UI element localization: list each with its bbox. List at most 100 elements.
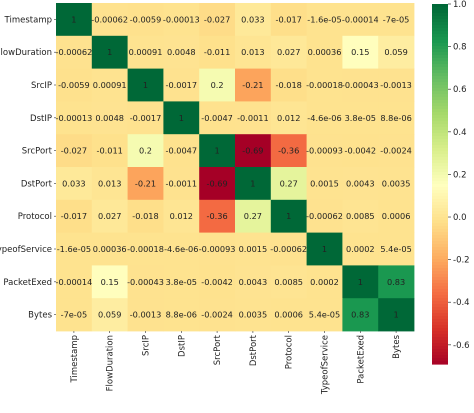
colorbar-segment	[432, 163, 448, 167]
heatmap-cell-dstport-dstport	[235, 167, 272, 201]
colorbar-segment	[432, 211, 448, 215]
heatmap-cell-srcip-protocol	[270, 68, 307, 102]
heatmap-cell-dstport-dstip	[163, 167, 200, 201]
colorbar-segment	[432, 76, 448, 80]
heatmap-cell-timestamp-typeofservice	[306, 3, 343, 37]
heatmap-cell-flowduration-dstip	[163, 35, 200, 69]
heatmap-cell-typeofservice-dstport	[235, 232, 272, 266]
colorbar-segment	[432, 136, 448, 140]
colorbar-segment	[432, 235, 448, 239]
colorbar-segment	[432, 274, 448, 278]
colorbar-tick-label: 1.0	[453, 0, 467, 10]
cell-value-label: 0.0002	[310, 277, 339, 287]
heatmap-cell-flowduration-srcport	[199, 35, 236, 69]
colorbar-segment	[432, 106, 448, 110]
cell-value-label: 0.013	[241, 47, 264, 57]
heatmap-cells: 1 -0.00062 -0.0059 -0.00013 -0.027 0.033 -0.01…	[55, 3, 415, 332]
heatmap-cell-srcip-flowduration	[91, 68, 128, 102]
heatmap-cell-srcip-dstport	[235, 68, 272, 102]
colorbar-segment	[432, 349, 448, 353]
cell-value-label: 0.059	[384, 47, 407, 57]
colorbar-segment	[432, 187, 448, 191]
heatmap-cell-bytes-srcport	[199, 298, 236, 332]
colorbar-tick-label: -0.4	[453, 298, 470, 308]
colorbar-segment	[432, 61, 448, 65]
heatmap-cell-packetexed-protocol	[270, 265, 307, 299]
heatmap-cell-packetexed-typeofservice	[306, 265, 343, 299]
cell-value-label: -0.0059	[58, 80, 90, 90]
colorbar-segment	[432, 103, 448, 107]
heatmap-cell-dstip-dstip	[163, 101, 200, 135]
colorbar-segment	[432, 124, 448, 128]
colorbar-segment	[432, 151, 448, 155]
heatmap-cell-dstport-packetexed	[342, 167, 379, 201]
colorbar-segment	[432, 196, 448, 200]
cell-value-label: -4.6e-06	[164, 244, 198, 254]
cell-value-label: -7e-05	[383, 14, 410, 24]
colorbar-tick-label: 0.0	[453, 213, 467, 223]
colorbar-segment	[432, 7, 448, 11]
colorbar-segment	[432, 202, 448, 206]
colorbar-segment	[432, 289, 448, 293]
colorbar-segment	[432, 154, 448, 158]
heatmap-cell-dstport-typeofservice	[306, 167, 343, 201]
heatmap-cell-timestamp-packetexed	[342, 3, 379, 37]
cell-value-label: -0.00014	[55, 277, 92, 287]
cell-value-label: -0.00062	[270, 244, 307, 254]
colorbar-segment	[432, 88, 448, 92]
colorbar-segment	[432, 58, 448, 62]
cell-value-label: 1	[143, 80, 148, 90]
heatmap-cell-timestamp-protocol	[270, 3, 307, 37]
heatmap-cell-dstport-srcip	[127, 167, 164, 201]
heatmap-cell-srcport-protocol	[270, 134, 307, 168]
heatmap-cell-typeofservice-timestamp	[56, 232, 93, 266]
row-label: FlowDuration	[0, 48, 52, 58]
heatmap-cell-dstport-bytes	[378, 167, 415, 201]
cell-value-label: -0.018	[132, 211, 158, 221]
colorbar-segment	[432, 109, 448, 113]
cell-value-label: -0.0024	[380, 146, 412, 156]
heatmap-cell-flowduration-protocol	[270, 35, 307, 69]
colorbar-tick-label: 0.4	[453, 128, 467, 138]
heatmap-cell-srcport-timestamp	[56, 134, 93, 168]
colorbar-segment	[432, 46, 448, 50]
heatmap-cell-srcip-typeofservice	[306, 68, 343, 102]
heatmap-cell-srcip-srcip	[127, 68, 164, 102]
cell-value-label: -0.0011	[237, 113, 269, 123]
heatmap-cell-typeofservice-srcip	[127, 232, 164, 266]
colorbar-segment	[432, 331, 448, 335]
cell-value-label: 1	[393, 310, 398, 320]
cell-value-label: -0.0047	[201, 113, 233, 123]
colorbar-segment	[432, 292, 448, 296]
cell-value-label: -0.011	[204, 47, 230, 57]
cell-value-label: 0.00036	[93, 244, 127, 254]
column-label: TypeofService	[321, 335, 331, 395]
heatmap-cell-dstip-protocol	[270, 101, 307, 135]
heatmap-cell-dstport-srcport	[199, 167, 236, 201]
heatmap-cell-bytes-timestamp	[56, 298, 93, 332]
cell-value-label: -0.00013	[163, 14, 200, 24]
heatmap-cell-typeofservice-srcport	[199, 232, 236, 266]
heatmap-cell-typeofservice-dstip	[163, 232, 200, 266]
colorbar-segment	[432, 217, 448, 221]
heatmap-cell-protocol-packetexed	[342, 199, 379, 233]
cell-value-label: 0.0043	[346, 178, 375, 188]
heatmap-cell-bytes-flowduration	[91, 298, 128, 332]
colorbar-segment	[432, 328, 448, 332]
cell-value-label: -0.027	[204, 14, 230, 24]
cell-value-label: 0.012	[277, 113, 300, 123]
colorbar-segment	[432, 229, 448, 233]
colorbar-segment	[432, 10, 448, 14]
cell-value-label: 3.8e-05	[166, 277, 197, 287]
colorbar-segment	[432, 70, 448, 74]
cell-value-label: 1	[286, 211, 291, 221]
cell-value-label: -0.00018	[127, 244, 164, 254]
colorbar-segment	[432, 97, 448, 101]
colorbar-segment	[432, 25, 448, 29]
colorbar-segment	[432, 319, 448, 323]
heatmap-cell-dstip-bytes	[378, 101, 415, 135]
row-label: DstPort	[21, 179, 53, 189]
heatmap-cell-flowduration-dstport	[235, 35, 272, 69]
colorbar: 1.0 0.8 0.6 0.4 0.2 0.0 -0.2 -0.4 -0.6	[432, 0, 470, 365]
heatmap-cell-srcip-timestamp	[56, 68, 93, 102]
